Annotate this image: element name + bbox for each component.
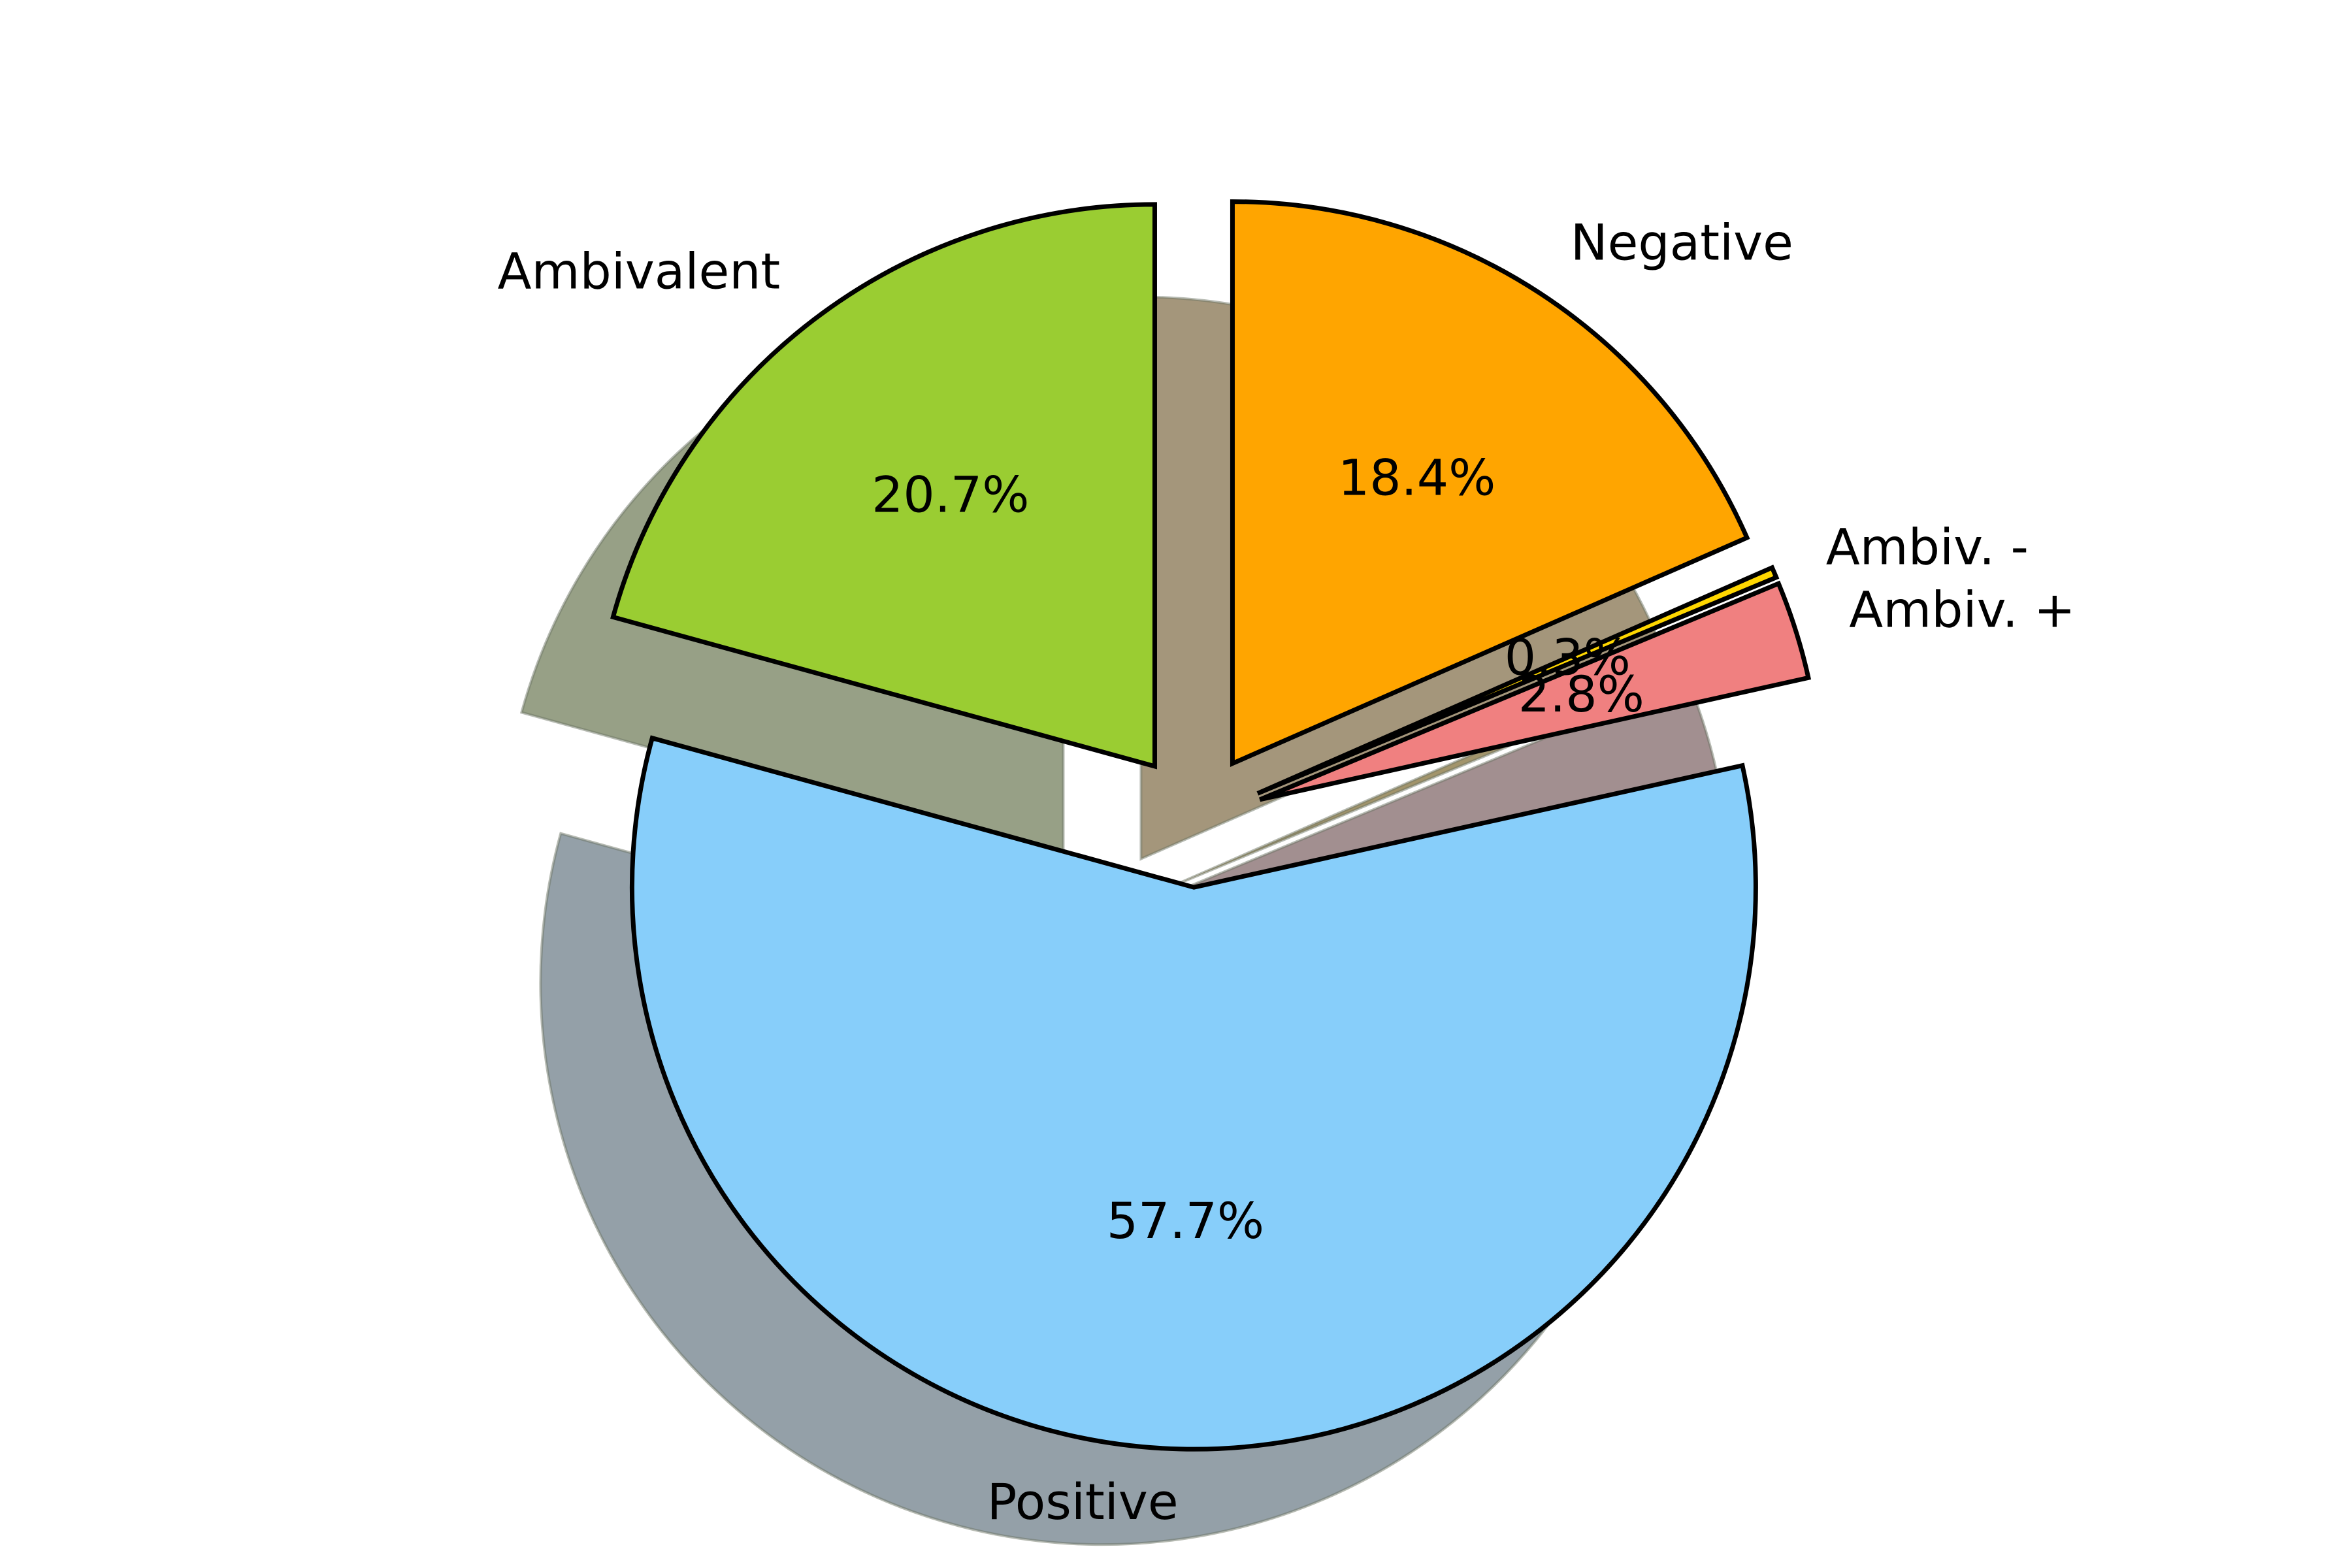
slice-label-ambivalent: Ambivalent [497,242,780,300]
pie-slice-ambiv-minus [1256,564,1780,796]
slice-label-negative: Negative [1571,214,1793,272]
pct-label-negative: 18.4% [1338,449,1495,507]
pct-label-ambiv-plus: 2.8% [1518,665,1644,723]
pie-slice-ambivalent [610,202,1157,770]
pct-label-ambiv-minus: 0.3% [1505,629,1631,687]
slice-label-ambiv-plus: Ambiv. + [1849,580,2075,638]
slice-layer [610,199,1812,1452]
pie-slice-negative [1230,199,1750,767]
pct-label-positive: 57.7% [1107,1192,1264,1250]
slice-label-ambiv-minus: Ambiv. - [1826,517,2029,576]
slice-label-positive: Positive [987,1473,1179,1531]
pct-label-ambivalent: 20.7% [872,465,1029,523]
pie-slice-positive [629,735,1758,1452]
pie-slice-ambiv-plus [1259,580,1812,802]
label-layer: Ambivalent 20.7% Positive 57.7% Ambiv. + 2.8%… [497,214,2075,1531]
